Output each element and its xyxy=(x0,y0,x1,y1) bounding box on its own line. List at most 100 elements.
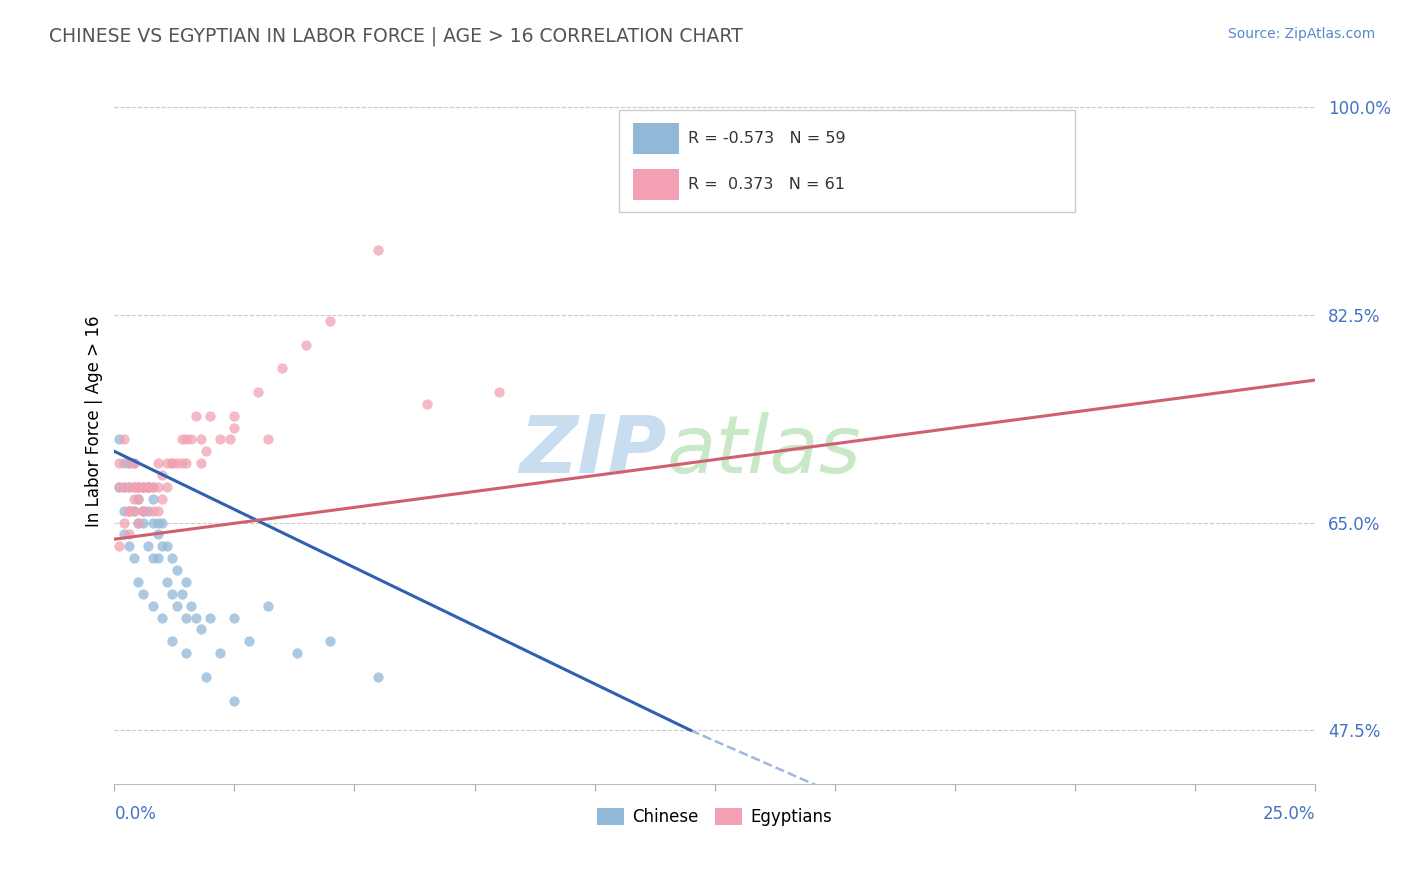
Point xyxy=(166,456,188,470)
Point xyxy=(122,480,145,494)
Point xyxy=(247,384,270,399)
Point xyxy=(152,516,174,530)
Point xyxy=(142,480,165,494)
Point xyxy=(112,504,135,518)
Text: 25.0%: 25.0% xyxy=(1263,805,1315,823)
Point xyxy=(156,480,179,494)
Point xyxy=(146,527,169,541)
Point xyxy=(176,574,198,589)
Point xyxy=(170,433,193,447)
Point xyxy=(118,480,141,494)
Point xyxy=(257,599,280,613)
Text: Source: ZipAtlas.com: Source: ZipAtlas.com xyxy=(1227,27,1375,41)
Point xyxy=(142,480,165,494)
Point xyxy=(127,516,149,530)
Point xyxy=(156,539,179,553)
Point xyxy=(118,480,141,494)
Point xyxy=(118,456,141,470)
Point xyxy=(319,314,342,328)
Point xyxy=(184,610,207,624)
Point xyxy=(224,420,246,434)
Point xyxy=(190,623,212,637)
Point xyxy=(118,504,141,518)
Point xyxy=(108,456,131,470)
Point xyxy=(238,634,260,648)
Point xyxy=(194,670,217,684)
Point xyxy=(112,480,135,494)
Point xyxy=(156,456,179,470)
Point xyxy=(108,480,131,494)
Text: R =  0.373   N = 61: R = 0.373 N = 61 xyxy=(688,177,845,192)
Point xyxy=(146,551,169,566)
Point xyxy=(160,634,183,648)
Point xyxy=(127,491,149,506)
Point xyxy=(224,409,246,423)
Bar xyxy=(633,169,679,200)
Point xyxy=(122,504,145,518)
Point xyxy=(136,504,159,518)
Point xyxy=(170,587,193,601)
Point xyxy=(295,337,318,351)
Y-axis label: In Labor Force | Age > 16: In Labor Force | Age > 16 xyxy=(86,316,103,527)
Point xyxy=(190,433,212,447)
Point xyxy=(132,504,155,518)
Legend: Chinese, Egyptians: Chinese, Egyptians xyxy=(598,808,832,826)
Point xyxy=(127,574,149,589)
Point xyxy=(166,599,188,613)
Point xyxy=(127,516,149,530)
Text: R = -0.573   N = 59: R = -0.573 N = 59 xyxy=(688,131,846,146)
Point xyxy=(122,456,145,470)
Bar xyxy=(633,123,679,154)
Point xyxy=(176,456,198,470)
Point xyxy=(176,433,198,447)
Point xyxy=(209,646,232,660)
Point xyxy=(319,634,342,648)
Point xyxy=(132,480,155,494)
Point xyxy=(488,384,510,399)
Point xyxy=(257,433,280,447)
Point xyxy=(127,480,149,494)
Point xyxy=(118,504,141,518)
Point xyxy=(112,516,135,530)
Point xyxy=(152,610,174,624)
Point xyxy=(118,456,141,470)
Point xyxy=(122,504,145,518)
Point xyxy=(136,480,159,494)
Point xyxy=(146,480,169,494)
Point xyxy=(160,551,183,566)
Point xyxy=(180,599,202,613)
Point xyxy=(194,444,217,458)
FancyBboxPatch shape xyxy=(619,111,1074,211)
Point xyxy=(132,480,155,494)
Point xyxy=(184,409,207,423)
Point xyxy=(142,504,165,518)
Point xyxy=(200,610,222,624)
Point xyxy=(190,456,212,470)
Point xyxy=(127,491,149,506)
Point xyxy=(209,433,232,447)
Point xyxy=(160,587,183,601)
Point xyxy=(122,480,145,494)
Point xyxy=(170,456,193,470)
Point xyxy=(118,504,141,518)
Point xyxy=(152,491,174,506)
Point xyxy=(224,610,246,624)
Point xyxy=(156,574,179,589)
Point xyxy=(142,599,165,613)
Point xyxy=(122,491,145,506)
Point xyxy=(112,480,135,494)
Point xyxy=(367,670,389,684)
Text: CHINESE VS EGYPTIAN IN LABOR FORCE | AGE > 16 CORRELATION CHART: CHINESE VS EGYPTIAN IN LABOR FORCE | AGE… xyxy=(49,27,742,46)
Point xyxy=(127,480,149,494)
Point xyxy=(176,646,198,660)
Point xyxy=(152,468,174,483)
Text: 0.0%: 0.0% xyxy=(114,805,156,823)
Point xyxy=(285,646,308,660)
Point xyxy=(112,456,135,470)
Point xyxy=(160,456,183,470)
Point xyxy=(132,504,155,518)
Point xyxy=(132,480,155,494)
Point xyxy=(224,693,246,707)
Point xyxy=(200,409,222,423)
Point xyxy=(136,480,159,494)
